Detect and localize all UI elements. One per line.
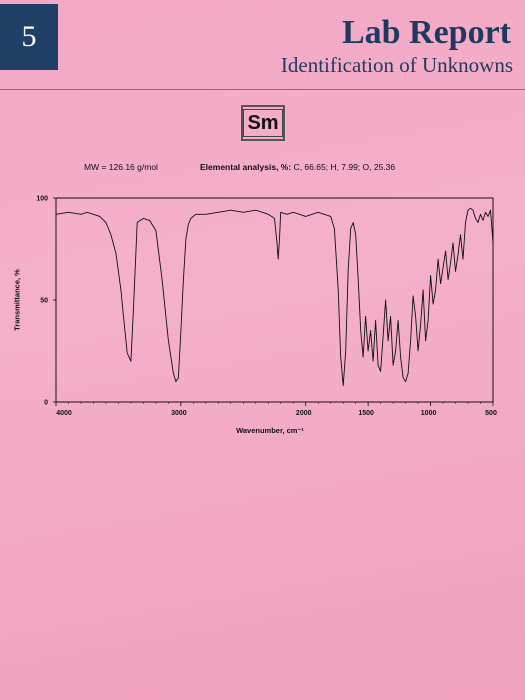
molecular-weight: MW = 126.16 g/mol [84,162,158,172]
header-divider [0,89,525,90]
chapter-number: 5 [21,20,37,53]
ir-spectrum-chart: 4000 3000 2000 1500 1000 500 0 50 100 [36,196,497,418]
elemental-analysis: Elemental analysis, %: C, 66.65; H, 7.99… [200,162,395,172]
chapter-badge: 5 [0,4,58,70]
x-tick-label: 4000 [56,410,72,417]
y-tick-label: 0 [44,400,48,407]
page-subtitle: Identification of Unknowns [280,53,513,77]
x-tick-label: 500 [485,410,497,417]
y-tick-label: 100 [36,196,48,203]
x-tick-label: 3000 [171,410,187,417]
x-tick-label: 2000 [296,410,312,417]
x-axis-label: Wavenumber, cm⁻¹ [236,426,304,435]
y-tick-label: 50 [40,298,48,305]
x-tick-label: 1500 [358,410,374,417]
elemental-analysis-label: Elemental analysis, %: [200,162,292,172]
compound-label-box: Sm [241,105,285,141]
x-tick-label: 1000 [421,410,437,417]
page-title: Lab Report [341,14,511,51]
y-axis-label: Transmittance, % [12,269,22,331]
elemental-analysis-values: C, 66.65; H, 7.99; O, 25.36 [291,162,396,172]
compound-label: Sm [243,109,283,137]
spectrum-line [55,207,494,387]
